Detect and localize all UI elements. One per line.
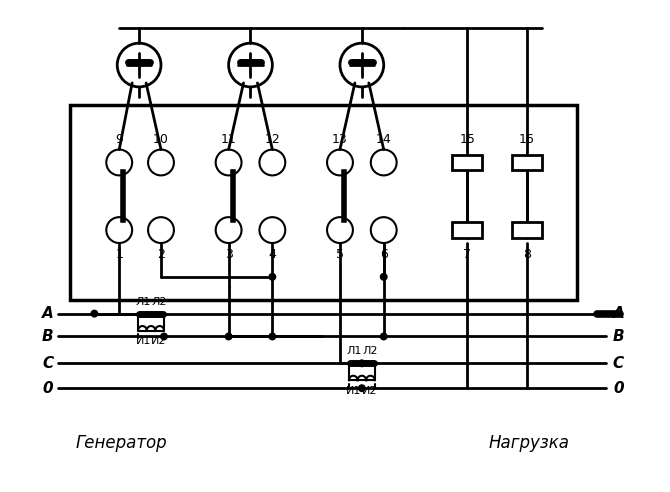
Text: 4: 4 [269, 248, 276, 261]
Bar [512, 222, 542, 238]
Text: И2: И2 [362, 386, 378, 396]
Text: Л2: Л2 [151, 297, 167, 307]
Text: И2: И2 [151, 337, 167, 346]
Circle shape [380, 273, 388, 281]
Text: 5: 5 [336, 248, 344, 261]
Text: 1: 1 [115, 248, 123, 261]
Text: B: B [42, 329, 54, 344]
Circle shape [269, 273, 276, 281]
Text: 6: 6 [380, 248, 388, 261]
Text: 0: 0 [42, 381, 53, 396]
Text: A: A [42, 306, 54, 321]
Circle shape [90, 309, 98, 318]
Text: 12: 12 [265, 132, 280, 146]
Text: C: C [42, 356, 53, 371]
Text: Л2: Л2 [362, 346, 378, 356]
Text: Л1: Л1 [135, 297, 151, 307]
Text: И1: И1 [135, 337, 151, 346]
Bar [452, 222, 482, 238]
Text: B: B [612, 329, 624, 344]
Text: 11: 11 [220, 132, 237, 146]
Text: 3: 3 [224, 248, 232, 261]
Text: 16: 16 [519, 132, 535, 146]
Text: Л1: Л1 [346, 346, 362, 356]
Bar [512, 154, 542, 170]
Text: Нагрузка: Нагрузка [488, 434, 570, 452]
Text: И1: И1 [346, 386, 362, 396]
Text: C: C [613, 356, 624, 371]
Text: 7: 7 [463, 248, 471, 261]
Circle shape [380, 333, 388, 340]
Text: 15: 15 [460, 132, 475, 146]
Text: 8: 8 [523, 248, 531, 261]
Text: 14: 14 [376, 132, 391, 146]
Circle shape [358, 384, 366, 392]
Text: A: A [612, 306, 624, 321]
Text: 13: 13 [332, 132, 348, 146]
Text: 2: 2 [157, 248, 165, 261]
Bar [452, 154, 482, 170]
Bar [70, 105, 577, 300]
Text: Генератор: Генератор [76, 434, 167, 452]
Circle shape [160, 333, 168, 340]
Circle shape [269, 333, 276, 340]
Text: 10: 10 [153, 132, 169, 146]
Text: 0: 0 [613, 381, 624, 396]
Circle shape [358, 359, 366, 368]
Circle shape [224, 333, 232, 340]
Text: 9: 9 [115, 132, 123, 146]
